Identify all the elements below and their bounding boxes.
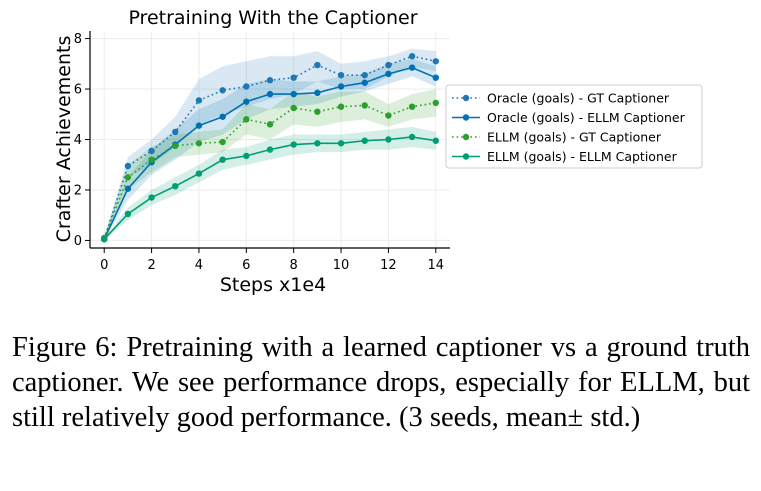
data-point <box>432 137 439 144</box>
data-point <box>408 103 416 110</box>
data-point <box>385 61 392 69</box>
legend-label: ELLM (goals) - GT Captioner <box>487 130 662 145</box>
std-band-series-1 <box>104 48 436 241</box>
data-point <box>290 141 297 148</box>
data-point <box>314 89 321 97</box>
legend-frame <box>445 84 703 169</box>
y-tick-label: 4 <box>74 133 82 148</box>
data-point <box>243 152 250 160</box>
data-point <box>337 71 345 79</box>
data-point <box>337 103 345 110</box>
data-point <box>266 90 274 98</box>
data-point <box>219 113 226 120</box>
data-point <box>219 138 226 146</box>
data-point <box>266 77 274 84</box>
data-point <box>290 90 297 98</box>
data-point <box>172 142 179 150</box>
data-point <box>148 156 155 163</box>
x-tick-label: 0 <box>100 258 108 273</box>
data-point <box>290 74 297 81</box>
x-tick-label: 8 <box>290 258 298 273</box>
data-point <box>337 83 345 90</box>
chart: 0 2 4 6 8 10 12 14 0 2 4 6 8 Pretraining With the C… <box>53 7 703 296</box>
data-point <box>243 98 250 105</box>
legend-label: Oracle (goals) - GT Captioner <box>487 91 670 106</box>
data-point <box>408 64 416 71</box>
data-point <box>385 136 392 143</box>
data-point <box>195 140 203 147</box>
x-tick-label: 6 <box>242 258 250 273</box>
data-point <box>314 140 321 147</box>
data-point <box>124 210 132 218</box>
data-point <box>148 194 155 201</box>
data-point <box>314 108 321 115</box>
data-point <box>337 140 345 147</box>
x-tick-label: 2 <box>147 258 155 273</box>
data-point <box>290 104 297 112</box>
data-point <box>361 79 368 86</box>
data-point <box>195 170 203 177</box>
data-point <box>124 174 132 181</box>
figure-caption: Figure 6: Pretraining with a learned cap… <box>12 332 750 433</box>
y-axis-label: Crafter Achievements <box>53 36 75 243</box>
data-point <box>219 156 226 163</box>
data-point <box>266 121 274 128</box>
x-tick-label: 14 <box>428 258 445 273</box>
data-point <box>243 83 250 90</box>
x-tick-label: 10 <box>333 258 350 273</box>
y-tick-label: 8 <box>74 32 82 47</box>
data-point <box>124 185 132 192</box>
data-point <box>385 70 392 78</box>
data-point <box>385 112 392 119</box>
data-point <box>361 71 368 79</box>
data-point <box>361 137 368 144</box>
data-point <box>148 147 155 155</box>
series-points <box>101 53 439 243</box>
data-point <box>195 97 203 104</box>
data-point <box>314 61 321 69</box>
data-point <box>432 74 439 81</box>
data-point <box>172 128 179 136</box>
y-tick-label: 2 <box>74 183 82 198</box>
y-ticks: 0 2 4 6 8 <box>74 32 90 249</box>
data-point <box>101 235 108 243</box>
legend: Oracle (goals) - GT Captioner Oracle (goa… <box>445 84 703 169</box>
data-point <box>266 146 274 153</box>
legend-marker <box>462 114 470 121</box>
data-point <box>172 182 179 190</box>
x-axis-label: Steps x1e4 <box>220 274 326 296</box>
x-tick-label: 4 <box>195 258 203 273</box>
legend-label: ELLM (goals) - ELLM Captioner <box>487 149 678 164</box>
chart-title: Pretraining With the Captioner <box>128 7 417 29</box>
x-tick-label: 12 <box>380 258 397 273</box>
grid <box>90 31 450 248</box>
std-band-series-3 <box>104 89 436 241</box>
data-point <box>219 87 226 94</box>
data-point <box>432 99 439 107</box>
x-ticks: 0 2 4 6 8 10 12 14 <box>100 248 444 273</box>
legend-marker <box>462 153 470 160</box>
data-point <box>124 162 132 170</box>
legend-label: Oracle (goals) - ELLM Captioner <box>487 110 686 125</box>
data-point <box>408 53 416 60</box>
legend-marker <box>462 133 470 141</box>
legend-marker <box>462 94 470 102</box>
data-point <box>432 58 439 65</box>
data-point <box>195 122 203 129</box>
y-tick-label: 6 <box>74 83 82 98</box>
data-point <box>243 116 250 123</box>
data-point <box>361 102 368 109</box>
data-point <box>408 133 416 141</box>
y-tick-label: 0 <box>74 234 82 249</box>
